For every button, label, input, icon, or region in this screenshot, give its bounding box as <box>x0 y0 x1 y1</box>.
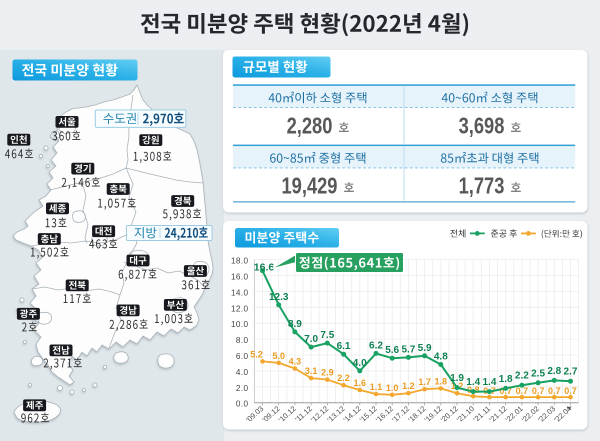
svg-text:2,280: 2,280 <box>287 113 333 139</box>
svg-text:5.7: 5.7 <box>401 344 415 355</box>
svg-text:2.7: 2.7 <box>564 367 578 378</box>
svg-text:1.9: 1.9 <box>450 373 464 384</box>
svg-text:4.8: 4.8 <box>434 352 448 363</box>
svg-text:1.6: 1.6 <box>354 378 367 388</box>
svg-text:5.9: 5.9 <box>418 343 432 354</box>
svg-text:7.5: 7.5 <box>320 330 334 341</box>
svg-text:12.3: 12.3 <box>269 292 289 303</box>
svg-text:4.3: 4.3 <box>289 357 302 367</box>
svg-text:6.0: 6.0 <box>236 352 249 361</box>
svg-text:4.0: 4.0 <box>353 358 367 369</box>
svg-text:0.7: 0.7 <box>499 386 512 396</box>
svg-text:5.6: 5.6 <box>385 345 399 356</box>
svg-text:3.1: 3.1 <box>305 366 318 376</box>
svg-text:6.2: 6.2 <box>369 340 383 351</box>
svg-text:8.0: 8.0 <box>236 336 249 345</box>
svg-text:6.1: 6.1 <box>337 341 351 352</box>
svg-text:2.2: 2.2 <box>515 371 529 382</box>
svg-text:0.7: 0.7 <box>532 386 545 396</box>
svg-text:0.7: 0.7 <box>516 386 529 396</box>
svg-text:16.6: 16.6 <box>254 261 275 273</box>
svg-text:1,773: 1,773 <box>459 173 505 199</box>
svg-text:10.0: 10.0 <box>231 320 249 329</box>
svg-text:2.5: 2.5 <box>531 368 545 379</box>
svg-text:2.0: 2.0 <box>236 384 249 393</box>
svg-text:8.9: 8.9 <box>288 319 302 330</box>
svg-text:1.4: 1.4 <box>482 377 496 388</box>
svg-text:1.8: 1.8 <box>499 374 513 385</box>
svg-text:5.0: 5.0 <box>272 351 285 361</box>
svg-text:1.8: 1.8 <box>435 376 448 386</box>
svg-text:1.4: 1.4 <box>466 377 480 388</box>
svg-text:0.0: 0.0 <box>236 400 249 409</box>
svg-text:1.2: 1.2 <box>402 381 415 391</box>
svg-text:18.0: 18.0 <box>231 257 249 266</box>
svg-text:12.0: 12.0 <box>231 304 249 313</box>
svg-text:2.2: 2.2 <box>337 373 350 383</box>
svg-text:5.2: 5.2 <box>250 349 263 359</box>
svg-text:1.0: 1.0 <box>386 383 399 393</box>
svg-text:3,698: 3,698 <box>459 113 505 139</box>
svg-text:16.0: 16.0 <box>231 273 249 282</box>
svg-text:7.0: 7.0 <box>304 334 318 345</box>
svg-text:0.7: 0.7 <box>564 386 577 396</box>
svg-text:14.0: 14.0 <box>231 288 249 297</box>
svg-text:2.8: 2.8 <box>547 366 561 377</box>
svg-text:1.7: 1.7 <box>418 377 431 387</box>
svg-text:0.7: 0.7 <box>548 386 561 396</box>
svg-text:4.0: 4.0 <box>236 368 249 377</box>
svg-text:1.1: 1.1 <box>370 382 383 392</box>
svg-text:2.9: 2.9 <box>321 368 334 378</box>
svg-text:19,429: 19,429 <box>282 173 338 199</box>
